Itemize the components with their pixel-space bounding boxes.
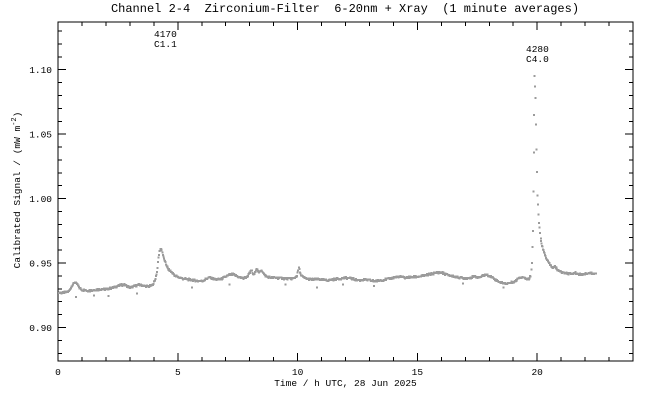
outlier-point: [342, 283, 345, 286]
outlier-point: [191, 286, 194, 289]
outlier-point: [461, 282, 464, 285]
flare-class-label: C1.1: [154, 39, 177, 50]
data-points: [58, 74, 597, 298]
x-ticks: 0 5 10 15 20: [55, 22, 610, 378]
flare-region-label: 4170: [154, 29, 177, 40]
y-axis-title-text: Calibrated Signal / (mW m: [12, 125, 24, 269]
outlier-point: [315, 286, 318, 289]
y-tick-label: 0.90: [29, 323, 52, 334]
outlier-point: [136, 292, 139, 295]
flare-region-label: 4280: [526, 44, 549, 55]
outlier-point: [373, 285, 376, 287]
outlier-point: [92, 294, 95, 297]
y-ticks: 0.90 0.95 1.00 1.05 1.10: [29, 30, 633, 354]
y-axis-title: Calibrated Signal / (mW m-2): [11, 112, 23, 269]
outlier-point: [228, 283, 231, 286]
y-axis-title-exponent: -2: [10, 117, 19, 126]
outlier-point: [107, 294, 110, 297]
plot-border: [57, 21, 634, 362]
outlier-point: [284, 283, 287, 286]
x-tick-label: 0: [55, 367, 61, 378]
flare-class-label: C4.0: [526, 54, 549, 65]
y-tick-label: 1.10: [29, 65, 52, 76]
x-tick-label: 10: [292, 367, 304, 378]
outlier-point: [502, 286, 505, 289]
flare-annotation-2: 4280 C4.0: [526, 45, 549, 65]
y-tick-label: 1.05: [29, 130, 52, 141]
outlier-point: [75, 295, 77, 298]
x-tick-label: 5: [175, 367, 181, 378]
chart-title: Channel 2-4 Zirconium-Filter 6-20nm + Xr…: [110, 2, 580, 16]
x-axis-title: Time / h UTC, 28 Jun 2025: [274, 378, 417, 389]
y-tick-label: 0.95: [29, 259, 52, 270]
x-tick-label: 15: [412, 367, 424, 378]
x-tick-label: 20: [531, 367, 543, 378]
flare-annotation-1: 4170 C1.1: [154, 30, 177, 50]
y-axis-title-suffix: ): [12, 111, 24, 118]
y-tick-label: 1.00: [29, 194, 52, 205]
